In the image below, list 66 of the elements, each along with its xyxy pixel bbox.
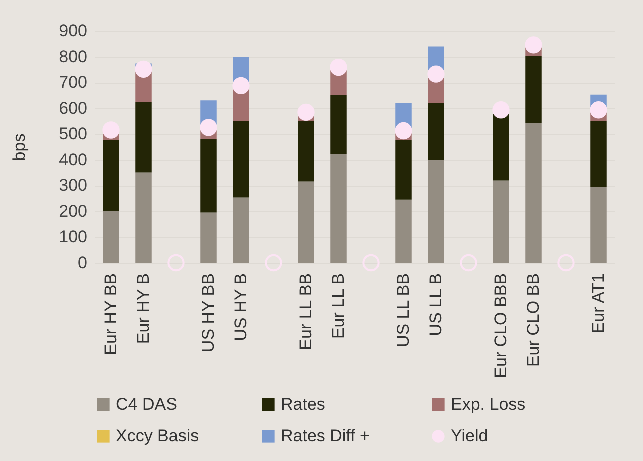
point (330, 59, 348, 76)
bar (233, 121, 250, 198)
bar (200, 139, 217, 213)
bar (396, 200, 412, 263)
point (460, 254, 478, 272)
point (102, 122, 120, 139)
x-tick-label: US LL B (426, 274, 446, 336)
point (525, 36, 542, 54)
bar (396, 140, 412, 200)
point (265, 254, 282, 272)
y-tick-label: 100 (59, 228, 88, 247)
bar (526, 124, 542, 263)
legend-label: Rates Diff + (281, 426, 370, 446)
x-tick-label: Eur HY BB (101, 274, 120, 356)
bar (428, 103, 444, 160)
point (558, 254, 575, 272)
x-tick-label: Eur AT1 (588, 274, 608, 334)
point (492, 102, 510, 119)
legend-label: Rates (281, 394, 326, 414)
legend-label: Xccy Basis (116, 426, 200, 446)
bar (103, 211, 120, 263)
y-tick-label: 800 (59, 47, 88, 66)
y-tick-label: 200 (59, 202, 88, 221)
legend-label: Exp. Loss (451, 394, 526, 414)
bar (330, 154, 347, 263)
bar (298, 121, 314, 182)
point (135, 60, 152, 78)
y-tick-label: 600 (59, 98, 88, 118)
x-tick-label: Eur LL B (328, 274, 348, 340)
bar (136, 172, 152, 263)
x-tick-label: US HY BB (198, 274, 218, 353)
bar (493, 111, 510, 181)
x-tick-label: Eur HY B (134, 274, 153, 344)
x-tick-label: US HY B (231, 274, 250, 342)
point (200, 119, 218, 136)
y-tick-label: 400 (59, 150, 88, 170)
bar (233, 198, 250, 263)
y-tick-label: 900 (59, 22, 88, 40)
x-tick-label: Eur CLO BB (524, 274, 543, 368)
point (168, 254, 185, 272)
bar (298, 182, 314, 263)
x-tick-label: Eur CLO BBB (491, 274, 510, 378)
bar (428, 160, 444, 263)
point (232, 77, 250, 94)
y-tick-label: 500 (59, 124, 88, 144)
x-tick-label: Eur LL BB (296, 274, 316, 350)
bar (136, 102, 152, 173)
bar (493, 180, 510, 263)
point (395, 122, 412, 140)
bar (590, 121, 607, 188)
bar (103, 140, 120, 212)
bar (526, 56, 542, 124)
point (590, 102, 608, 119)
y-tick-label: 700 (59, 73, 88, 92)
legend-label: C4 DAS (116, 394, 178, 414)
bar (330, 95, 347, 154)
y-axis-title: bps (10, 134, 30, 162)
legend-label: Yield (451, 426, 488, 446)
bar (200, 212, 217, 263)
y-tick-label: 0 (78, 254, 88, 272)
x-tick-label: US LL BB (394, 274, 413, 348)
point (298, 104, 315, 122)
bar (590, 187, 607, 263)
y-tick-label: 300 (59, 176, 88, 196)
point (428, 66, 445, 83)
point (362, 254, 380, 272)
